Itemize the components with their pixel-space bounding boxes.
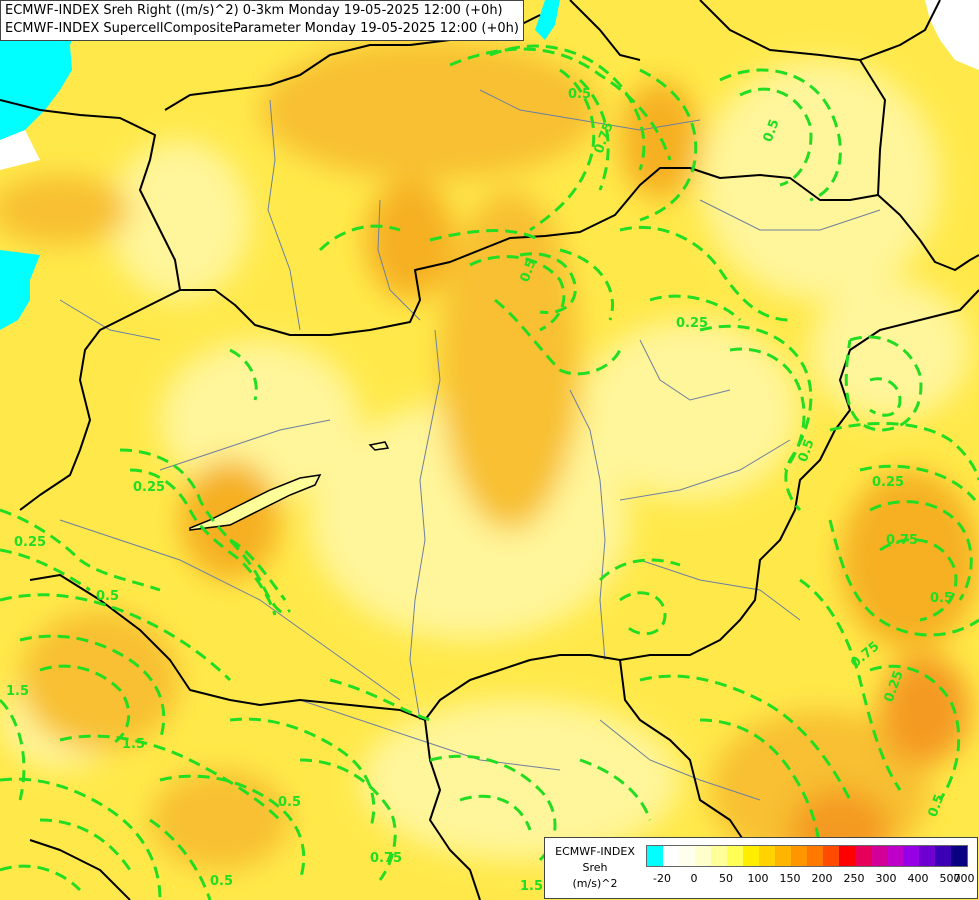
contour-label: 0.25	[676, 316, 708, 331]
legend-swatch	[695, 846, 711, 866]
legend-title: ECMWF-INDEX Sreh (m/s)^2	[549, 844, 641, 892]
legend-tick-label: 200	[811, 872, 833, 885]
legend-tick-label: -20	[653, 872, 671, 885]
legend-swatch	[839, 846, 855, 866]
legend-swatch	[807, 846, 823, 866]
legend-swatch	[679, 846, 695, 866]
legend-title-model: ECMWF-INDEX	[555, 845, 635, 858]
legend-swatch	[903, 846, 919, 866]
rivers	[59, 89, 881, 801]
title-line-sreh: ECMWF-INDEX Sreh Right ((m/s)^2) 0-3km M…	[5, 3, 503, 18]
legend-tick-label: 150	[779, 872, 801, 885]
contour-label: 1.5	[520, 879, 543, 894]
lakes	[189, 441, 390, 531]
contour-label: 1.5	[122, 737, 145, 752]
legend-title-param: Sreh	[582, 861, 608, 874]
contour-label: 0.25	[872, 475, 904, 490]
legend-tick-label: 400	[907, 872, 929, 885]
legend-swatch	[871, 846, 887, 866]
legend-title-unit: (m/s)^2	[572, 877, 618, 890]
legend-tick-label: 300	[875, 872, 897, 885]
legend-tick-label: 250	[843, 872, 865, 885]
title-line-scp: ECMWF-INDEX SupercellCompositeParameter …	[5, 21, 519, 36]
legend-tick-label: 700	[953, 872, 975, 885]
legend-tick-label: 50	[719, 872, 733, 885]
legend-swatch	[775, 846, 791, 866]
contour-label: 0.5	[96, 589, 119, 604]
legend-swatch	[743, 846, 759, 866]
contour-label: 0.5	[930, 591, 953, 606]
map-title-box: ECMWF-INDEX Sreh Right ((m/s)^2) 0-3km M…	[0, 0, 524, 41]
legend-swatch	[951, 846, 967, 866]
contour-label: 0.5	[796, 437, 818, 464]
contour-label: 0.25	[133, 480, 165, 495]
contour-label: 0.75	[370, 851, 402, 866]
legend-swatch	[855, 846, 871, 866]
legend-swatch	[711, 846, 727, 866]
sreh-shading	[0, 40, 979, 870]
legend-swatch	[663, 846, 679, 866]
contour-label: 0.5	[926, 792, 948, 819]
legend-swatch	[887, 846, 903, 866]
legend-tick-label: 100	[747, 872, 769, 885]
legend-swatch	[791, 846, 807, 866]
legend-swatch	[727, 846, 743, 866]
legend-tick-label: 0	[690, 872, 698, 885]
legend-tick-label: 500	[939, 872, 961, 885]
contour-label: 0.5	[278, 795, 301, 810]
contour-label: 0.5	[210, 874, 233, 889]
legend-swatch	[919, 846, 935, 866]
contour-label: 0.5	[518, 257, 540, 284]
legend-tick-labels: -20 0 50 100 150 200 250 300 400 500 700	[646, 872, 975, 888]
contour-label: 0.5	[568, 87, 591, 102]
contour-label: 1.5	[6, 684, 29, 699]
legend-swatch	[759, 846, 775, 866]
contour-label: 0.25	[14, 535, 46, 550]
scp-contours	[0, 44, 979, 900]
legend-swatch	[647, 846, 663, 866]
legend-color-bar	[646, 845, 968, 867]
color-legend: ECMWF-INDEX Sreh (m/s)^2 -20 0 50 100 150 200…	[544, 837, 978, 899]
legend-swatch	[935, 846, 951, 866]
legend-swatch	[823, 846, 839, 866]
contour-label: 0.5	[761, 117, 783, 144]
contour-label: 0.75	[886, 533, 918, 548]
